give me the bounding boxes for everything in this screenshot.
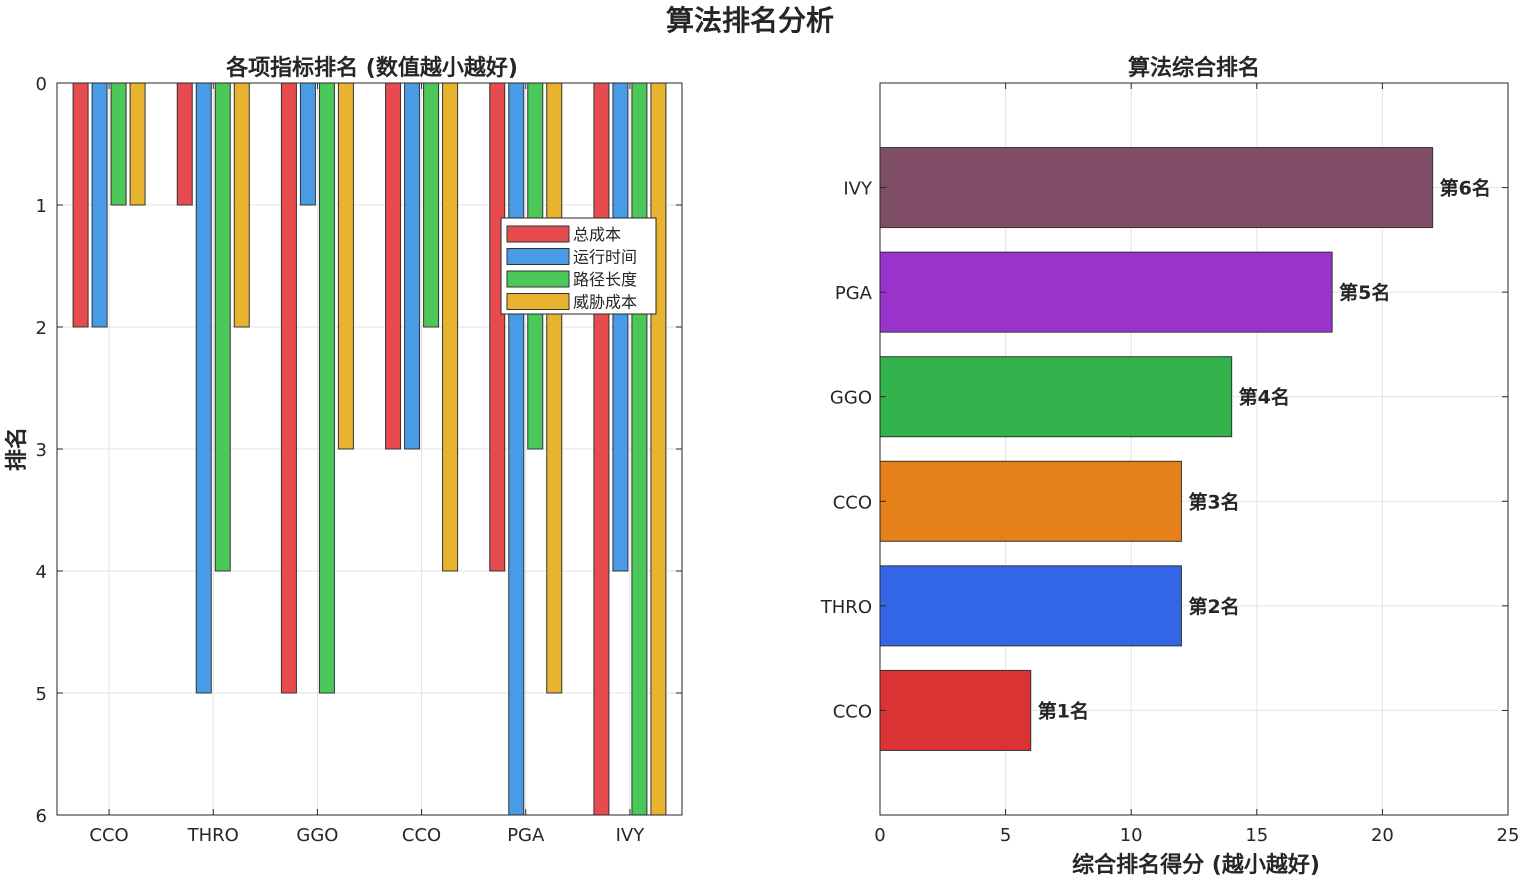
legend-label: 威胁成本 [573,293,637,312]
right-y-tick-label: PGA [835,283,873,304]
bar-3-3 [318,82,335,694]
bar-1-5 [489,82,506,572]
ranking-bar-4 [879,356,1233,438]
right-x-tick-label: 5 [1000,825,1011,846]
right-y-tick-label: THRO [820,597,872,618]
legend-swatch [506,270,570,288]
bar-2-2 [195,82,212,694]
left-x-tick-label: IVY [616,825,646,846]
bar-4-5 [546,82,563,694]
ranking-bar-6 [879,147,1434,229]
left-x-tick-label: CCO [402,825,441,846]
bar-2-6 [612,82,629,572]
bar-4-2 [233,82,250,328]
left-y-tick-label: 0 [36,74,47,95]
right-plot-frame [879,82,1509,816]
right-x-tick-label: 15 [1245,825,1268,846]
left-x-tick-label: CCO [89,825,128,846]
right-y-tick-label: CCO [833,492,872,513]
right-x-tick-label: 0 [874,825,885,846]
bar-1-3 [280,82,297,694]
right-x-axis-label: 综合排名得分 (越小越好) [1072,852,1320,878]
bar-2-1 [91,82,108,328]
legend-label: 总成本 [573,225,621,244]
left-y-axis-label: 排名 [4,427,30,471]
bar-1-1 [72,82,89,328]
ranking-bar-label: 第3名 [1188,490,1239,513]
left-x-tick-label: GGO [296,825,338,846]
ranking-bar-1 [879,669,1032,751]
overall-ranking-chart: 算法综合排名 综合排名得分 (越小越好) 第1名第2名第3名第4名第5名第6名 … [820,55,1520,878]
left-y-tick-label: 6 [36,806,47,827]
ranking-bar-label: 第2名 [1188,595,1239,618]
bar-1-2 [176,82,193,206]
legend-label: 运行时间 [573,248,637,267]
left-y-tick-label: 5 [36,684,47,705]
bar-4-1 [129,82,146,206]
left-chart-title: 各项指标排名 (数值越小越好) [225,55,518,81]
figure-title: 算法排名分析 [666,4,834,37]
bar-3-2 [214,82,231,572]
right-x-tick-label: 25 [1497,825,1520,846]
bar-3-1 [110,82,127,206]
left-x-tick-label: PGA [507,825,545,846]
left-x-tick-label: THRO [187,825,239,846]
right-y-tick-label: IVY [843,179,873,200]
bar-4-3 [337,82,354,450]
ranking-bar-label: 第1名 [1038,699,1089,722]
legend-swatch [506,225,570,243]
legend-swatch [506,293,570,310]
left-y-tick-label: 2 [36,318,47,339]
bar-2-3 [299,82,316,206]
right-y-tick-label: GGO [830,388,872,409]
ranking-bar-label: 第4名 [1239,386,1290,409]
right-x-tick-label: 10 [1120,825,1143,846]
ranking-bar-2 [879,565,1182,647]
bar-4-4 [442,82,459,572]
ranking-bar-5 [879,251,1333,333]
left-y-tick-label: 3 [36,440,47,461]
bar-2-4 [404,82,421,450]
ranking-bar-label: 第5名 [1339,281,1390,304]
bar-1-4 [385,82,402,450]
left-y-tick-label: 4 [36,562,47,583]
legend-label: 路径长度 [573,270,637,289]
bar-2-5 [508,82,525,816]
right-chart-title: 算法综合排名 [1128,55,1260,81]
legend-swatch [506,248,570,265]
bar-4-6 [650,82,667,816]
bar-3-6 [631,82,648,816]
bar-3-4 [423,82,440,328]
bar-1-6 [593,82,610,816]
left-y-tick-label: 1 [36,196,47,217]
ranking-bar-label: 第6名 [1440,177,1491,200]
right-x-tick-label: 20 [1371,825,1394,846]
right-y-tick-label: CCO [833,701,872,722]
rank-by-metric-chart: 各项指标排名 (数值越小越好) 排名 0 1 2 3 4 5 6 CCO THRO GGO CCO P… [4,55,683,846]
ranking-bar-3 [879,460,1182,542]
